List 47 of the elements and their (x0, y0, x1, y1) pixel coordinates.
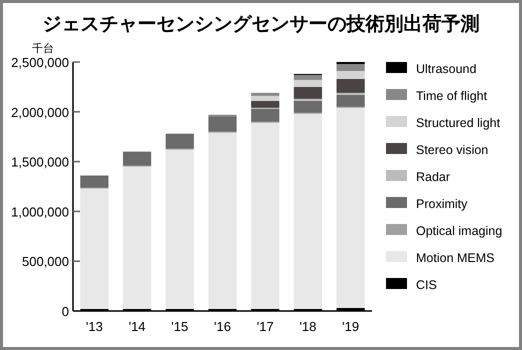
bar (80, 176, 108, 188)
y-tick-label: 2,500,000 (11, 55, 69, 70)
legend-label: Radar (416, 170, 450, 184)
y-tick-label: 500,000 (22, 254, 69, 270)
bar (251, 96, 280, 101)
y-axis-title: 千台 (32, 42, 54, 55)
x-tick-label: '15 (171, 319, 188, 334)
legend-label: Proximity (416, 197, 468, 211)
bar (208, 118, 237, 132)
bar (336, 108, 365, 308)
bar (294, 74, 322, 80)
legend-label: Ultrasound (416, 62, 476, 76)
x-tick-label: '19 (342, 319, 360, 334)
legend-label: CIS (416, 278, 437, 292)
y-tick-label: 0 (62, 304, 69, 319)
x-tick-label: '18 (299, 319, 316, 334)
x-tick-label: '14 (128, 319, 146, 334)
bar (336, 78, 365, 93)
bar (166, 150, 194, 310)
bar (336, 64, 365, 71)
bar (251, 108, 280, 122)
bar (336, 70, 365, 79)
x-tick-label: '17 (256, 319, 274, 334)
bar (251, 100, 280, 108)
y-tick-label: 1,000,000 (11, 204, 69, 220)
legend-label: Stereo vision (416, 143, 488, 157)
bar (166, 134, 194, 149)
legend-label: Motion MEMS (416, 251, 494, 265)
x-tick-label: '13 (86, 319, 103, 334)
bar (294, 100, 322, 113)
bar (251, 122, 280, 310)
bar (294, 114, 322, 310)
y-tick-label: 2,000,000 (11, 104, 69, 120)
bar (208, 132, 237, 310)
legend-label: Time of flight (416, 89, 488, 103)
chart-title: ジェスチャーセンシングセンサーの技術別出荷予測 (42, 13, 480, 35)
bar (122, 152, 152, 166)
bar (80, 188, 108, 310)
legend-label: Structured light (416, 116, 501, 130)
legend-label: Optical imaging (416, 224, 502, 238)
y-tick-label: 1,500,000 (11, 154, 69, 170)
bar (336, 94, 365, 107)
bar (294, 80, 322, 87)
x-tick-label: '16 (214, 319, 231, 334)
bar (294, 86, 322, 99)
bar (251, 92, 280, 96)
bar (122, 166, 152, 310)
